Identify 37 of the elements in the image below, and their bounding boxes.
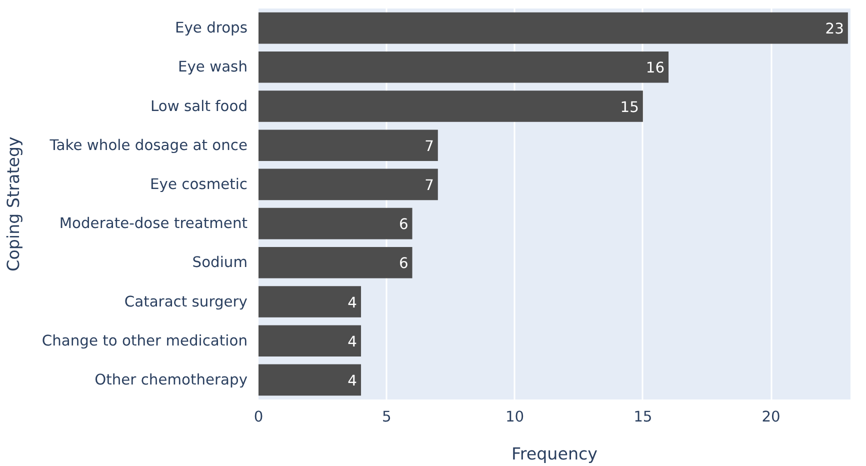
y-tick-label: Eye drops: [174, 20, 248, 37]
y-tick-label: Take whole dosage at once: [48, 136, 248, 154]
bar: [258, 90, 643, 122]
bar: [258, 168, 438, 200]
data-label: 4: [348, 294, 358, 312]
y-tick-label: Sodium: [192, 254, 248, 272]
bar: [258, 52, 669, 83]
data-label: 23: [825, 20, 844, 38]
data-label: 6: [398, 216, 408, 234]
data-label: 7: [424, 138, 434, 155]
data-label: 4: [348, 333, 358, 350]
data-label: 6: [398, 255, 408, 272]
y-tick-label: Low salt food: [150, 98, 248, 115]
bar: [258, 325, 362, 356]
bar: [258, 247, 412, 278]
data-label: 16: [646, 60, 665, 77]
x-axis-title: Frequency: [511, 444, 598, 464]
data-label: 4: [348, 372, 358, 390]
y-axis-title: Coping Strategy: [4, 136, 23, 272]
y-tick-label: Eye cosmetic: [150, 176, 248, 193]
y-tick-label: Change to other medication: [42, 332, 248, 350]
bar: [258, 208, 412, 240]
x-tick-label: 10: [505, 408, 524, 426]
y-tick-label: Cataract surgery: [124, 293, 248, 310]
x-tick-label: 5: [382, 408, 392, 426]
x-tick-label: 0: [254, 408, 264, 426]
y-tick-label: Other chemotherapy: [94, 371, 248, 388]
data-label: 7: [424, 176, 434, 194]
bar: [258, 12, 848, 44]
y-tick-label: Eye wash: [178, 58, 248, 76]
x-tick-label: 15: [634, 408, 652, 426]
data-label: 15: [620, 98, 639, 116]
bar: [258, 286, 362, 318]
y-tick-label: Moderate-dose treatment: [59, 215, 248, 232]
bar: [258, 364, 362, 396]
x-tick-label: 20: [762, 408, 780, 426]
bar: [258, 130, 438, 161]
